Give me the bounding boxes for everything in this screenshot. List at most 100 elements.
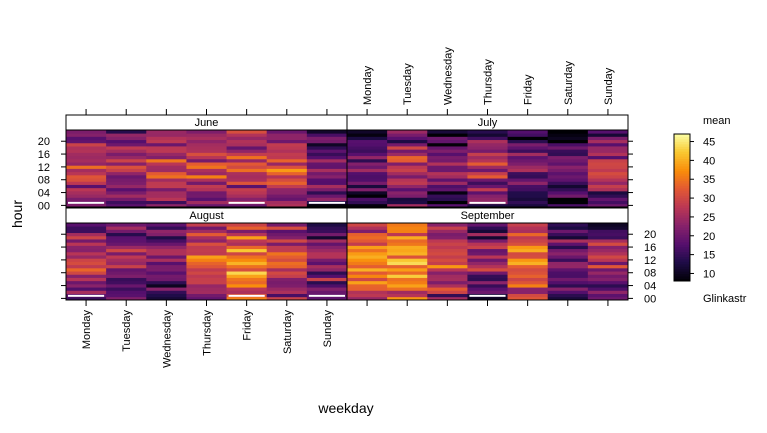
heatmap-cell [106,232,147,237]
heatmap-cell [306,187,348,192]
heatmap-cell [507,194,549,198]
heatmap-cell [347,229,388,234]
heatmap-cell [427,197,468,201]
heatmap-cell [66,248,107,253]
heatmap-cell [347,200,388,205]
colorbar-segment [674,207,690,211]
missing-data-bar [469,294,506,297]
heatmap-cell [587,290,629,294]
heatmap-cell [146,290,187,294]
colorbar-tick-label: 20 [703,231,715,243]
panel-strips: June July August September [65,114,629,224]
heatmap-cell [106,261,147,266]
colorbar-segment [674,254,690,257]
heatmap-cell [266,232,308,237]
colorbar-title: mean [703,115,731,127]
heatmap-cell [266,242,308,246]
heatmap-cell [347,142,388,147]
colorbar-segment [674,214,690,218]
heatmap-cell [106,136,147,141]
heatmap-cell [547,277,589,282]
heatmap-cell [186,142,227,147]
heatmap-cell [387,158,428,163]
x-tick-label-bottom: Thursday [202,310,214,356]
heatmap-cell [587,239,629,243]
heatmap-cell [507,274,549,278]
colorbar-segment [674,175,690,179]
heatmap-cell [106,152,147,157]
heatmap-cell [507,290,549,294]
heatmap-cell [146,261,187,266]
heatmap-cell [306,181,348,185]
heatmap-cell [507,165,549,169]
heatmap-cell [347,283,388,288]
heatmap-cell [547,232,589,237]
heatmap-cell [306,287,348,291]
heatmap-cell [387,139,428,144]
heatmap-cell [387,280,428,285]
heatmap-cell [587,142,629,147]
heatmap-cell [467,155,508,160]
colorbar-segment [674,146,690,150]
heatmap-cell [106,296,147,301]
heatmap-cell [106,139,147,144]
heatmap-cell [347,296,388,301]
heatmap-cell [507,235,549,240]
heatmap-cell [467,197,508,201]
heatmap-cell [306,239,348,243]
heatmap-cell [306,194,348,198]
colorbar-segment [674,153,690,157]
heatmap-cell [507,187,549,192]
heatmap-cell [427,174,468,179]
heatmap-cell [507,203,549,208]
colorbar-segment [674,212,690,216]
heatmap-cell [266,283,308,288]
heatmap-cell [387,165,428,169]
heatmap-cell [587,255,629,259]
heatmap-cell [306,245,348,250]
colorbar-segment [674,180,690,184]
heatmap-cell [66,290,107,294]
missing-data-bar [469,201,506,204]
heatmap-cell [467,226,508,230]
y-tick-label-right: 12 [644,255,656,267]
heatmap-cell [347,194,388,198]
heatmap-cells [66,130,629,301]
heatmap-cell [66,171,107,176]
heatmap-cell [306,226,348,230]
heatmap-cell [547,200,589,205]
heatmap-cell [146,239,187,243]
heatmap-cell [547,293,589,298]
heatmap-cell [186,283,227,288]
heatmap-cell [266,158,308,163]
heatmap-cell [226,296,268,301]
heatmap-cell [106,158,147,163]
heatmap-cell [347,139,388,144]
heatmap-cell [427,190,468,195]
heatmap-cell [427,267,468,272]
y-tick-label-left: 16 [38,149,50,161]
heatmap-cell [266,223,308,227]
heatmap-cell [106,171,147,176]
heatmap-cell [427,277,468,282]
colorbar-segment [674,195,690,199]
heatmap-cell [467,264,508,269]
heatmap-cell [266,290,308,294]
heatmap-cell [186,139,227,144]
heatmap-cell [387,155,428,160]
heatmap-cell [66,261,107,266]
heatmap-cell [186,258,227,262]
heatmap-cell [66,184,107,189]
heatmap-cell [66,264,107,269]
colorbar-segment [674,239,690,243]
heatmap-cell [226,283,268,288]
heatmap-cell [266,248,308,253]
heatmap-cell [427,226,468,230]
heatmap-cell [66,187,107,192]
heatmap-cell [467,255,508,259]
heatmap-cell [547,158,589,163]
colorbar-segment [674,236,690,240]
missing-data-bar [228,294,265,297]
heatmap-cell [347,261,388,266]
